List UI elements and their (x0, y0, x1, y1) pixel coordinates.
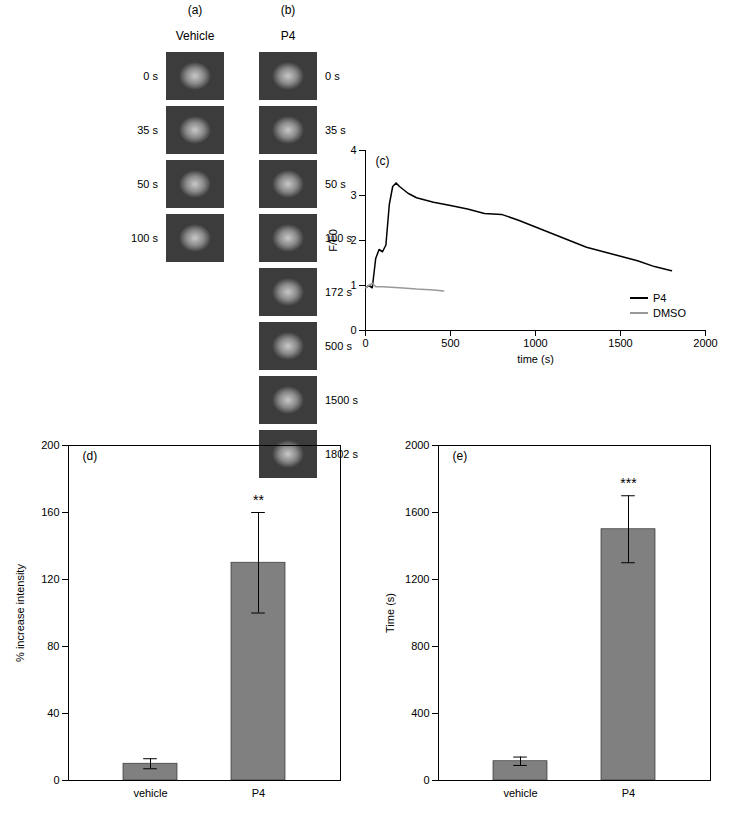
svg-text:4: 4 (350, 144, 356, 156)
svg-text:(c): (c) (376, 154, 390, 168)
svg-text:160: 160 (41, 506, 59, 518)
svg-text:172 s: 172 s (325, 286, 352, 298)
svg-text:1: 1 (350, 279, 356, 291)
svg-text:2: 2 (350, 234, 356, 246)
svg-text:120: 120 (41, 573, 59, 585)
svg-text:0: 0 (362, 337, 368, 349)
svg-text:(e): (e) (453, 449, 468, 463)
svg-text:3: 3 (350, 189, 356, 201)
svg-text:1200: 1200 (405, 573, 429, 585)
svg-text:1000: 1000 (523, 337, 547, 349)
svg-text:time (s): time (s) (517, 353, 554, 365)
html-text:P4: P4 (653, 292, 667, 304)
svg-text:P4: P4 (281, 29, 296, 43)
svg-text:(b): (b) (281, 3, 296, 17)
svg-text:vehicle: vehicle (503, 787, 537, 799)
svg-text:(a): (a) (188, 3, 203, 17)
svg-text:40: 40 (47, 707, 59, 719)
svg-text:1500 s: 1500 s (325, 394, 359, 406)
svg-text:P4: P4 (252, 787, 265, 799)
svg-text:vehicle: vehicle (133, 787, 167, 799)
svg-text:35 s: 35 s (325, 124, 346, 136)
svg-text:Vehicle: Vehicle (176, 29, 215, 43)
svg-text:400: 400 (411, 707, 429, 719)
svg-text:0: 0 (53, 774, 59, 786)
svg-text:0: 0 (423, 774, 429, 786)
svg-text:500: 500 (441, 337, 459, 349)
svg-text:35 s: 35 s (137, 124, 158, 136)
svg-text:1802 s: 1802 s (325, 448, 359, 460)
svg-text:***: *** (620, 475, 637, 491)
svg-text:% increase intensity: % increase intensity (14, 564, 26, 662)
html-text:DMSO: DMSO (653, 307, 686, 319)
svg-text:80: 80 (47, 640, 59, 652)
svg-text:500 s: 500 s (325, 340, 352, 352)
svg-text:800: 800 (411, 640, 429, 652)
svg-text:F/F0: F/F0 (327, 229, 339, 252)
svg-text:2000: 2000 (693, 337, 717, 349)
svg-text:1500: 1500 (608, 337, 632, 349)
svg-text:2000: 2000 (405, 439, 429, 451)
svg-text:50 s: 50 s (325, 178, 346, 190)
svg-text:0: 0 (350, 324, 356, 336)
svg-text:200: 200 (41, 439, 59, 451)
svg-text:0 s: 0 s (325, 70, 340, 82)
svg-text:100 s: 100 s (131, 232, 158, 244)
svg-text:**: ** (253, 492, 264, 508)
svg-text:50 s: 50 s (137, 178, 158, 190)
svg-text:(d): (d) (83, 449, 98, 463)
svg-text:Time (s): Time (s) (384, 593, 396, 633)
svg-text:P4: P4 (622, 787, 635, 799)
svg-text:1600: 1600 (405, 506, 429, 518)
svg-text:0 s: 0 s (143, 70, 158, 82)
